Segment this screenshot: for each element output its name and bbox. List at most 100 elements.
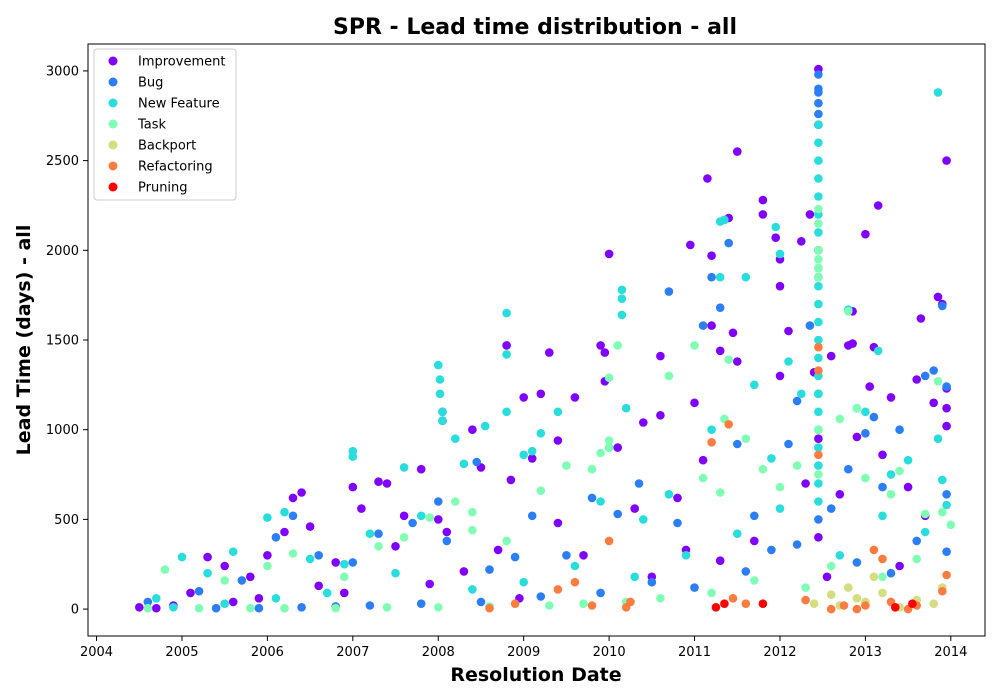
point-improvement — [942, 403, 951, 413]
point-task — [758, 464, 768, 474]
point-bug — [314, 551, 324, 560]
point-task — [331, 603, 341, 613]
x-axis-label: Resolution Date — [450, 664, 621, 686]
point-task — [468, 507, 477, 517]
point-new-feature — [348, 452, 358, 461]
point-new-feature — [271, 594, 281, 603]
point-refactoring — [814, 366, 823, 375]
point-task — [451, 497, 460, 506]
point-improvement — [553, 518, 563, 528]
point-new-feature — [814, 335, 823, 345]
point-new-feature — [502, 308, 511, 318]
legend-label: Backport — [138, 139, 196, 154]
point-task — [382, 603, 392, 612]
point-bug — [767, 545, 776, 555]
point-bug — [365, 601, 375, 610]
point-improvement — [916, 314, 926, 323]
point-bug — [942, 547, 951, 556]
x-tick-label: 2004 — [80, 645, 113, 660]
point-refactoring — [861, 601, 870, 610]
point-improvement — [784, 326, 793, 336]
point-improvement — [715, 346, 725, 356]
point-improvement — [848, 339, 857, 348]
point-improvement — [673, 493, 682, 503]
point-task — [434, 603, 443, 612]
point-improvement — [639, 418, 648, 427]
y-tick-label: 3000 — [46, 64, 79, 79]
point-improvement — [861, 229, 870, 239]
point-improvement — [698, 455, 708, 465]
point-new-feature — [617, 285, 627, 295]
point-refactoring — [814, 450, 823, 460]
point-new-feature — [715, 272, 725, 282]
point-improvement — [442, 527, 452, 537]
point-new-feature — [707, 425, 716, 435]
point-bug — [690, 583, 699, 592]
legend-label: Task — [137, 118, 167, 133]
legend-marker — [108, 77, 118, 87]
point-bug — [237, 576, 247, 585]
point-improvement — [715, 556, 725, 565]
point-improvement — [186, 588, 195, 598]
point-improvement — [502, 341, 511, 350]
point-new-feature — [438, 416, 447, 426]
point-refactoring — [587, 601, 597, 610]
point-new-feature — [435, 375, 445, 384]
point-new-feature — [814, 174, 823, 183]
point-task — [938, 507, 947, 517]
point-new-feature — [438, 407, 447, 417]
point-task — [220, 576, 229, 585]
point-task — [664, 371, 674, 381]
point-task — [246, 603, 255, 613]
point-task — [814, 219, 823, 228]
point-new-feature — [933, 88, 943, 97]
point-backport — [869, 572, 879, 582]
point-improvement — [305, 522, 315, 531]
point-new-feature — [814, 407, 823, 417]
point-task — [562, 461, 571, 470]
point-backport — [809, 599, 819, 608]
point-bug — [271, 533, 281, 542]
point-task — [801, 583, 810, 592]
point-bug — [938, 301, 947, 311]
point-improvement — [570, 393, 580, 402]
point-task — [604, 443, 614, 452]
point-new-feature — [527, 446, 537, 456]
point-new-feature — [861, 407, 870, 417]
point-improvement — [873, 201, 883, 210]
point-new-feature — [835, 551, 845, 560]
point-bug — [476, 597, 486, 607]
point-bug — [472, 457, 482, 467]
point-new-feature — [775, 249, 785, 259]
point-improvement — [929, 398, 938, 408]
point-task — [835, 414, 845, 424]
point-improvement — [297, 488, 306, 497]
point-new-feature — [434, 360, 443, 370]
point-improvement — [758, 195, 768, 205]
point-refactoring — [570, 577, 580, 587]
point-new-feature — [878, 511, 887, 521]
point-bug — [792, 540, 802, 549]
point-improvement — [604, 249, 614, 259]
point-new-feature — [536, 429, 546, 438]
point-new-feature — [814, 461, 823, 470]
point-new-feature — [570, 561, 580, 571]
point-bug — [844, 464, 853, 474]
point-improvement — [805, 210, 815, 219]
point-bug — [814, 515, 823, 524]
point-new-feature — [502, 407, 511, 417]
point-task — [814, 254, 823, 264]
point-task — [690, 341, 699, 350]
point-new-feature — [873, 346, 883, 356]
point-improvement — [314, 581, 324, 591]
point-task — [814, 204, 823, 214]
point-improvement — [357, 504, 366, 513]
point-task — [194, 603, 204, 613]
point-new-feature — [596, 497, 605, 506]
point-refactoring — [814, 342, 823, 352]
point-improvement — [228, 597, 238, 607]
point-task — [707, 588, 716, 598]
legend-marker — [108, 140, 118, 150]
point-task — [946, 520, 956, 530]
point-bug — [852, 558, 862, 567]
